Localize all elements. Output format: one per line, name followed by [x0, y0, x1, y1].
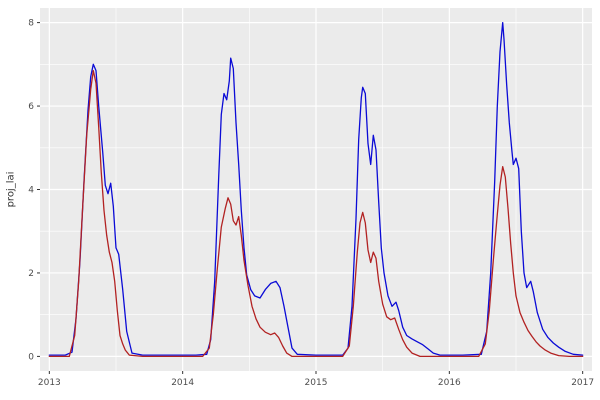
series-red-line — [48, 69, 584, 358]
x-tick-label: 2015 — [305, 378, 328, 388]
y-axis-title: proj_lai — [5, 171, 17, 208]
x-tick-label: 2017 — [571, 378, 594, 388]
y-tick-label: 0 — [28, 352, 34, 362]
y-tick-label: 8 — [28, 19, 34, 29]
y-tick-label: 2 — [28, 269, 34, 279]
series-blue-line — [48, 21, 584, 356]
x-tick-label: 2013 — [38, 378, 61, 388]
x-tick-label: 2016 — [438, 378, 461, 388]
y-tick-label: 6 — [28, 102, 34, 112]
y-tick-label: 4 — [28, 186, 34, 196]
x-tick-label: 2014 — [171, 378, 194, 388]
